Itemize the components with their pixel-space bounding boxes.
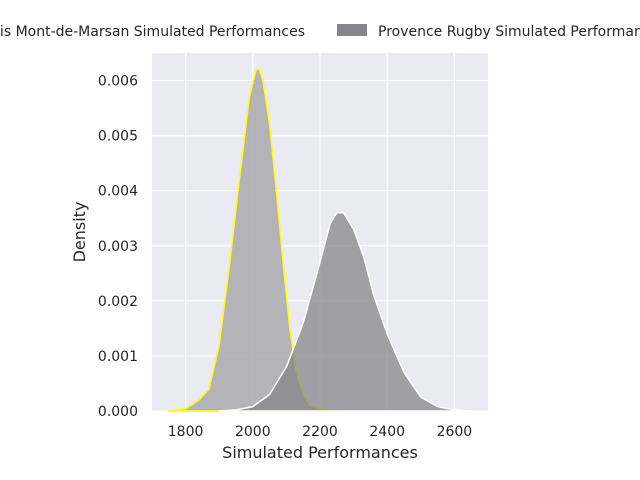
legend-swatch-provence-rugby (337, 24, 367, 36)
y-tick-label: 0.000 (98, 404, 138, 420)
density-areas (168, 68, 472, 412)
y-tick-label: 0.003 (98, 239, 138, 255)
y-tick-label: 0.002 (98, 294, 138, 310)
density-area-1 (218, 211, 472, 412)
x-tick-label: 2200 (302, 424, 338, 440)
y-tick-label: 0.005 (98, 129, 138, 145)
x-tick-label: 2000 (235, 424, 271, 440)
y-tick-label: 0.004 (98, 184, 138, 200)
y-tick-labels: 0.000 0.001 0.002 0.003 0.004 0.005 0.006 (98, 74, 138, 420)
y-axis-label: Density (70, 202, 89, 263)
legend: Stade Montois Mont-de-Marsan Simulated P… (0, 24, 640, 40)
x-tick-label: 2600 (437, 424, 473, 440)
x-tick-labels: 1800 2000 2200 2400 2600 (168, 424, 472, 440)
y-tick-label: 0.001 (98, 349, 138, 365)
legend-label-stade-montois: Stade Montois Mont-de-Marsan Simulated P… (0, 24, 305, 40)
x-tick-label: 1800 (168, 424, 204, 440)
y-tick-label: 0.006 (98, 74, 138, 90)
legend-label-provence-rugby: Provence Rugby Simulated Performances (378, 24, 640, 40)
x-axis-label: Simulated Performances (222, 443, 418, 462)
x-tick-label: 2400 (369, 424, 405, 440)
